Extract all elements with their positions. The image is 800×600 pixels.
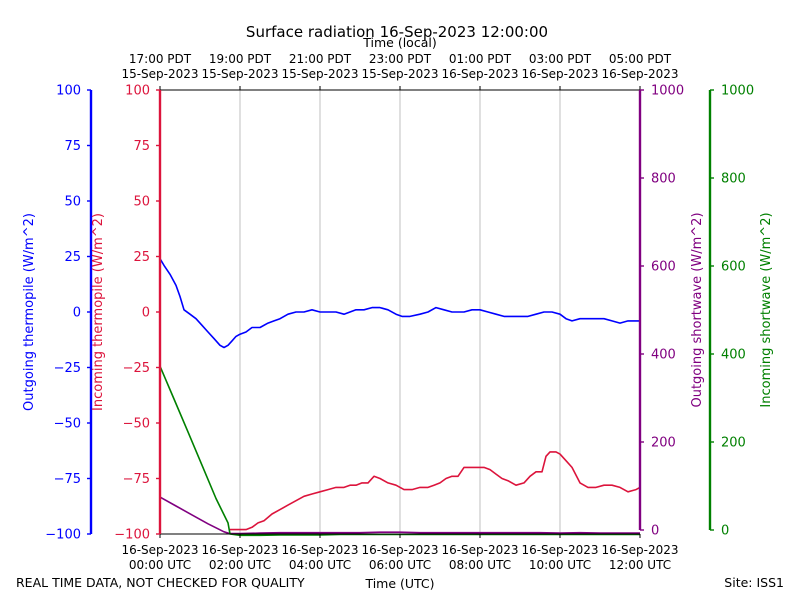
y-tick-label-out-thermo: −100	[45, 528, 81, 543]
y-tick-label-in-thermo: 0	[142, 306, 150, 321]
y-tick-label-out-thermo: 75	[64, 139, 81, 154]
x-tick-label-utc-date: 16-Sep-2023	[121, 543, 198, 557]
chart-title: Surface radiation 16-Sep-2023 12:00:00	[246, 23, 548, 41]
y-tick-label-out-sw: 400	[651, 348, 676, 363]
x-tick-label-local-time: 23:00 PDT	[369, 52, 432, 66]
y-axis-label-out-thermo: Outgoing thermopile (W/m^2)	[22, 213, 37, 411]
y-tick-label-in-sw: 200	[721, 436, 746, 451]
y-tick-label-out-thermo: −75	[54, 472, 81, 487]
y-tick-label-in-thermo: −100	[114, 528, 150, 543]
quality-warning: REAL TIME DATA, NOT CHECKED FOR QUALITY	[16, 575, 305, 590]
x-tick-label-local-time: 01:00 PDT	[449, 52, 512, 66]
y-tick-label-in-thermo: −50	[123, 417, 150, 432]
y-tick-label-in-sw: 400	[721, 348, 746, 363]
y-tick-label-in-thermo: −25	[123, 361, 150, 376]
x-tick-label-local-date: 16-Sep-2023	[521, 67, 598, 81]
y-tick-label-out-sw: 0	[651, 524, 659, 539]
y-tick-label-out-sw: 600	[651, 260, 676, 275]
y-tick-label-out-thermo: 25	[64, 250, 81, 265]
x-tick-label-local-date: 15-Sep-2023	[281, 67, 358, 81]
y-tick-label-out-thermo: 100	[56, 84, 81, 99]
x-tick-label-utc-date: 16-Sep-2023	[281, 543, 358, 557]
top-axis-label: Time (local)	[362, 35, 436, 50]
x-tick-label-utc-time: 06:00 UTC	[369, 558, 431, 572]
y-tick-label-out-sw: 200	[651, 436, 676, 451]
x-tick-label-utc-time: 04:00 UTC	[289, 558, 351, 572]
y-tick-label-out-thermo: 0	[73, 306, 81, 321]
x-tick-label-local-date: 15-Sep-2023	[201, 67, 278, 81]
y-tick-label-in-sw: 800	[721, 172, 746, 187]
bottom-axis-label: Time (UTC)	[364, 576, 434, 591]
y-tick-label-out-sw: 800	[651, 172, 676, 187]
y-axes: −100 −75 −50 −25 0 25 50 75 100 Outgoing thermopi…	[22, 84, 774, 543]
y-tick-label-in-thermo: 75	[133, 139, 150, 154]
x-tick-label-utc-time: 10:00 UTC	[529, 558, 591, 572]
y-tick-label-in-thermo: 25	[133, 250, 150, 265]
y-axis-label-in-thermo: Incoming thermopile (W/m^2)	[91, 213, 106, 411]
x-tick-label-utc-time: 00:00 UTC	[129, 558, 191, 572]
y-tick-label-in-thermo: 100	[125, 84, 150, 99]
x-tick-label-utc-time: 02:00 UTC	[209, 558, 271, 572]
x-tick-label-local-time: 19:00 PDT	[209, 52, 272, 66]
y-tick-label-in-sw: 600	[721, 260, 746, 275]
y-axis-label-out-sw: Outgoing shortwave (W/m^2)	[690, 212, 705, 407]
y-tick-label-in-thermo: 50	[133, 195, 150, 210]
series-line-outgoing-shortwave	[159, 496, 640, 535]
series-line-outgoing-thermopile	[159, 258, 640, 349]
x-tick-label-local-time: 21:00 PDT	[289, 52, 352, 66]
x-tick-label-local-date: 15-Sep-2023	[361, 67, 438, 81]
y-tick-label-out-thermo: −50	[54, 417, 81, 432]
x-tick-label-utc-date: 16-Sep-2023	[201, 543, 278, 557]
x-tick-label-utc-date: 16-Sep-2023	[441, 543, 518, 557]
y-tick-label-in-thermo: −75	[123, 472, 150, 487]
x-tick-label-local-date: 16-Sep-2023	[441, 67, 518, 81]
y-tick-label-out-thermo: 50	[64, 195, 81, 210]
x-tick-label-utc-date: 16-Sep-2023	[361, 543, 438, 557]
x-tick-label-local-time: 03:00 PDT	[529, 52, 592, 66]
x-tick-label-utc-date: 16-Sep-2023	[601, 543, 678, 557]
y-axis-label-in-sw: Incoming shortwave (W/m^2)	[759, 212, 774, 407]
x-tick-label-utc-time: 08:00 UTC	[449, 558, 511, 572]
x-tick-label-local-date: 15-Sep-2023	[121, 67, 198, 81]
site-label: Site: ISS1	[724, 575, 784, 590]
y-tick-label-in-sw: 0	[721, 524, 729, 539]
y-tick-label-in-sw: 1000	[721, 84, 754, 99]
x-tick-label-local-time: 05:00 PDT	[609, 52, 672, 66]
x-tick-label-utc-time: 12:00 UTC	[609, 558, 671, 572]
x-tick-label-local-date: 16-Sep-2023	[601, 67, 678, 81]
y-tick-label-out-sw: 1000	[651, 84, 684, 99]
series-line-incoming-thermopile	[230, 451, 641, 531]
x-tick-label-utc-date: 16-Sep-2023	[521, 543, 598, 557]
y-tick-label-out-thermo: −25	[54, 361, 81, 376]
x-tick-label-local-time: 17:00 PDT	[129, 52, 192, 66]
